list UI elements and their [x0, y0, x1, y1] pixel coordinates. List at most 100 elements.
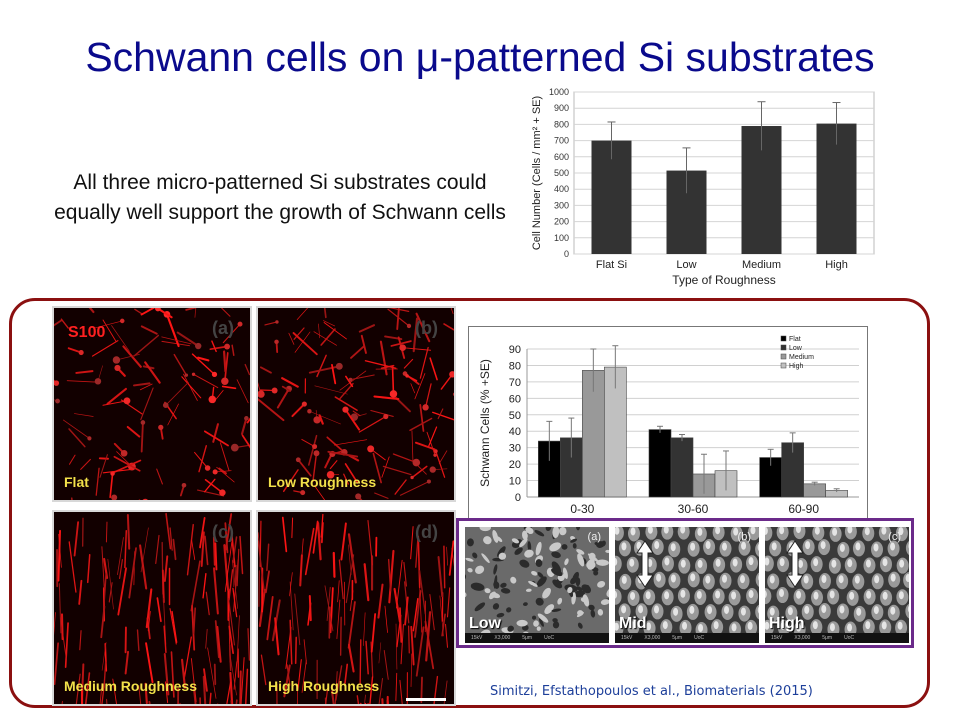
cell-process: [344, 663, 349, 684]
cell-process: [308, 434, 318, 466]
cell-process: [408, 625, 410, 654]
cell-process: [301, 659, 307, 693]
cell-body: [313, 450, 320, 457]
cell-process: [374, 492, 389, 499]
cell-process: [318, 323, 320, 339]
cell-process: [266, 543, 270, 572]
cell-process: [144, 682, 148, 704]
spike-highlight: [803, 575, 809, 584]
cell-body: [326, 470, 335, 479]
cell-body: [426, 479, 431, 484]
surface-grain: [552, 527, 560, 539]
surface-grain: [575, 527, 581, 531]
cell-process: [304, 527, 315, 576]
sem-letter: (c): [888, 531, 901, 543]
sem-footer: 15kV X3,000 5μm UoC: [615, 633, 759, 643]
surface-grain: [537, 572, 544, 579]
cell-process: [308, 365, 341, 374]
spike-highlight: [882, 591, 888, 600]
surface-grain: [475, 565, 485, 574]
surface-grain: [581, 584, 592, 594]
spike-highlight: [680, 527, 686, 534]
cell-process: [95, 467, 100, 496]
cell-process: [156, 468, 163, 485]
cell-process: [437, 556, 444, 598]
cell-process: [228, 569, 234, 601]
spike-highlight: [713, 621, 719, 630]
cell-body: [406, 323, 412, 329]
micrograph-medium: (c) Medium Roughness: [52, 510, 252, 706]
cell-process: [378, 642, 382, 664]
cell-process: [106, 387, 127, 405]
cell-body: [258, 390, 265, 398]
cell-body: [120, 449, 128, 457]
sem-label: Low: [469, 615, 501, 632]
spike-highlight: [864, 527, 870, 536]
cell-process: [293, 327, 305, 340]
cell-process: [339, 616, 342, 656]
cell-body: [367, 445, 375, 453]
cell-process: [345, 375, 354, 388]
cell-process: [424, 620, 435, 670]
surface-grain: [594, 541, 603, 546]
cell-process: [191, 353, 216, 376]
spike-highlight: [765, 621, 770, 630]
cell-process: [359, 639, 362, 686]
cell-process: [209, 692, 212, 704]
cell-process: [203, 430, 229, 447]
spike-highlight: [769, 607, 775, 616]
cell-process: [329, 587, 334, 634]
spike-highlight: [765, 527, 768, 535]
cell-process: [73, 521, 80, 557]
cell-process: [139, 544, 148, 590]
double-arrow-icon: [786, 540, 804, 588]
cell-process: [450, 308, 454, 315]
cell-process: [393, 587, 401, 623]
spike-highlight: [758, 574, 759, 581]
cell-process: [396, 308, 400, 331]
cell-process: [308, 595, 312, 622]
cell-process: [126, 514, 131, 550]
cell-body: [181, 482, 187, 488]
cell-process: [338, 382, 354, 401]
y-tick-label: 10: [509, 476, 521, 488]
cell-process: [327, 450, 359, 458]
cell-process: [324, 454, 332, 469]
cell-process: [112, 678, 117, 704]
y-tick-label: 600: [554, 152, 569, 162]
cell-process: [410, 383, 415, 394]
cell-body: [301, 401, 307, 407]
cell-process: [213, 663, 217, 686]
cell-process: [164, 681, 169, 704]
spike-highlight: [621, 575, 627, 584]
cell-process: [136, 629, 140, 652]
cell-process: [99, 454, 108, 478]
surface-grain: [470, 582, 485, 591]
spike-highlight: [662, 621, 668, 630]
surface-grain: [536, 626, 541, 631]
cell-process: [414, 441, 436, 451]
cell-process: [331, 363, 337, 385]
cell-process: [415, 626, 425, 677]
surface-grain: [576, 549, 585, 555]
spike: [765, 588, 772, 605]
cell-process: [380, 364, 395, 370]
cell-process: [147, 611, 151, 632]
surface-grain: [493, 581, 500, 589]
cell-process: [54, 319, 63, 327]
legend-label-medium: Medium: [789, 354, 814, 361]
legend-swatch-high: [780, 362, 787, 369]
cell-process: [80, 458, 91, 470]
spike-highlight: [849, 591, 855, 600]
surface-grain: [575, 577, 581, 587]
spike-highlight: [890, 573, 896, 582]
cell-process: [396, 559, 403, 609]
spike-highlight: [865, 621, 871, 630]
surface-grain: [531, 615, 537, 620]
sem-footer: 15kV X3,000 5μm UoC: [465, 633, 609, 643]
surface-grain: [479, 527, 491, 532]
cell-body: [119, 318, 125, 324]
sem-footer: 15kV X3,000 5μm UoC: [765, 633, 909, 643]
cell-process: [204, 478, 216, 493]
cell-process: [312, 520, 319, 554]
